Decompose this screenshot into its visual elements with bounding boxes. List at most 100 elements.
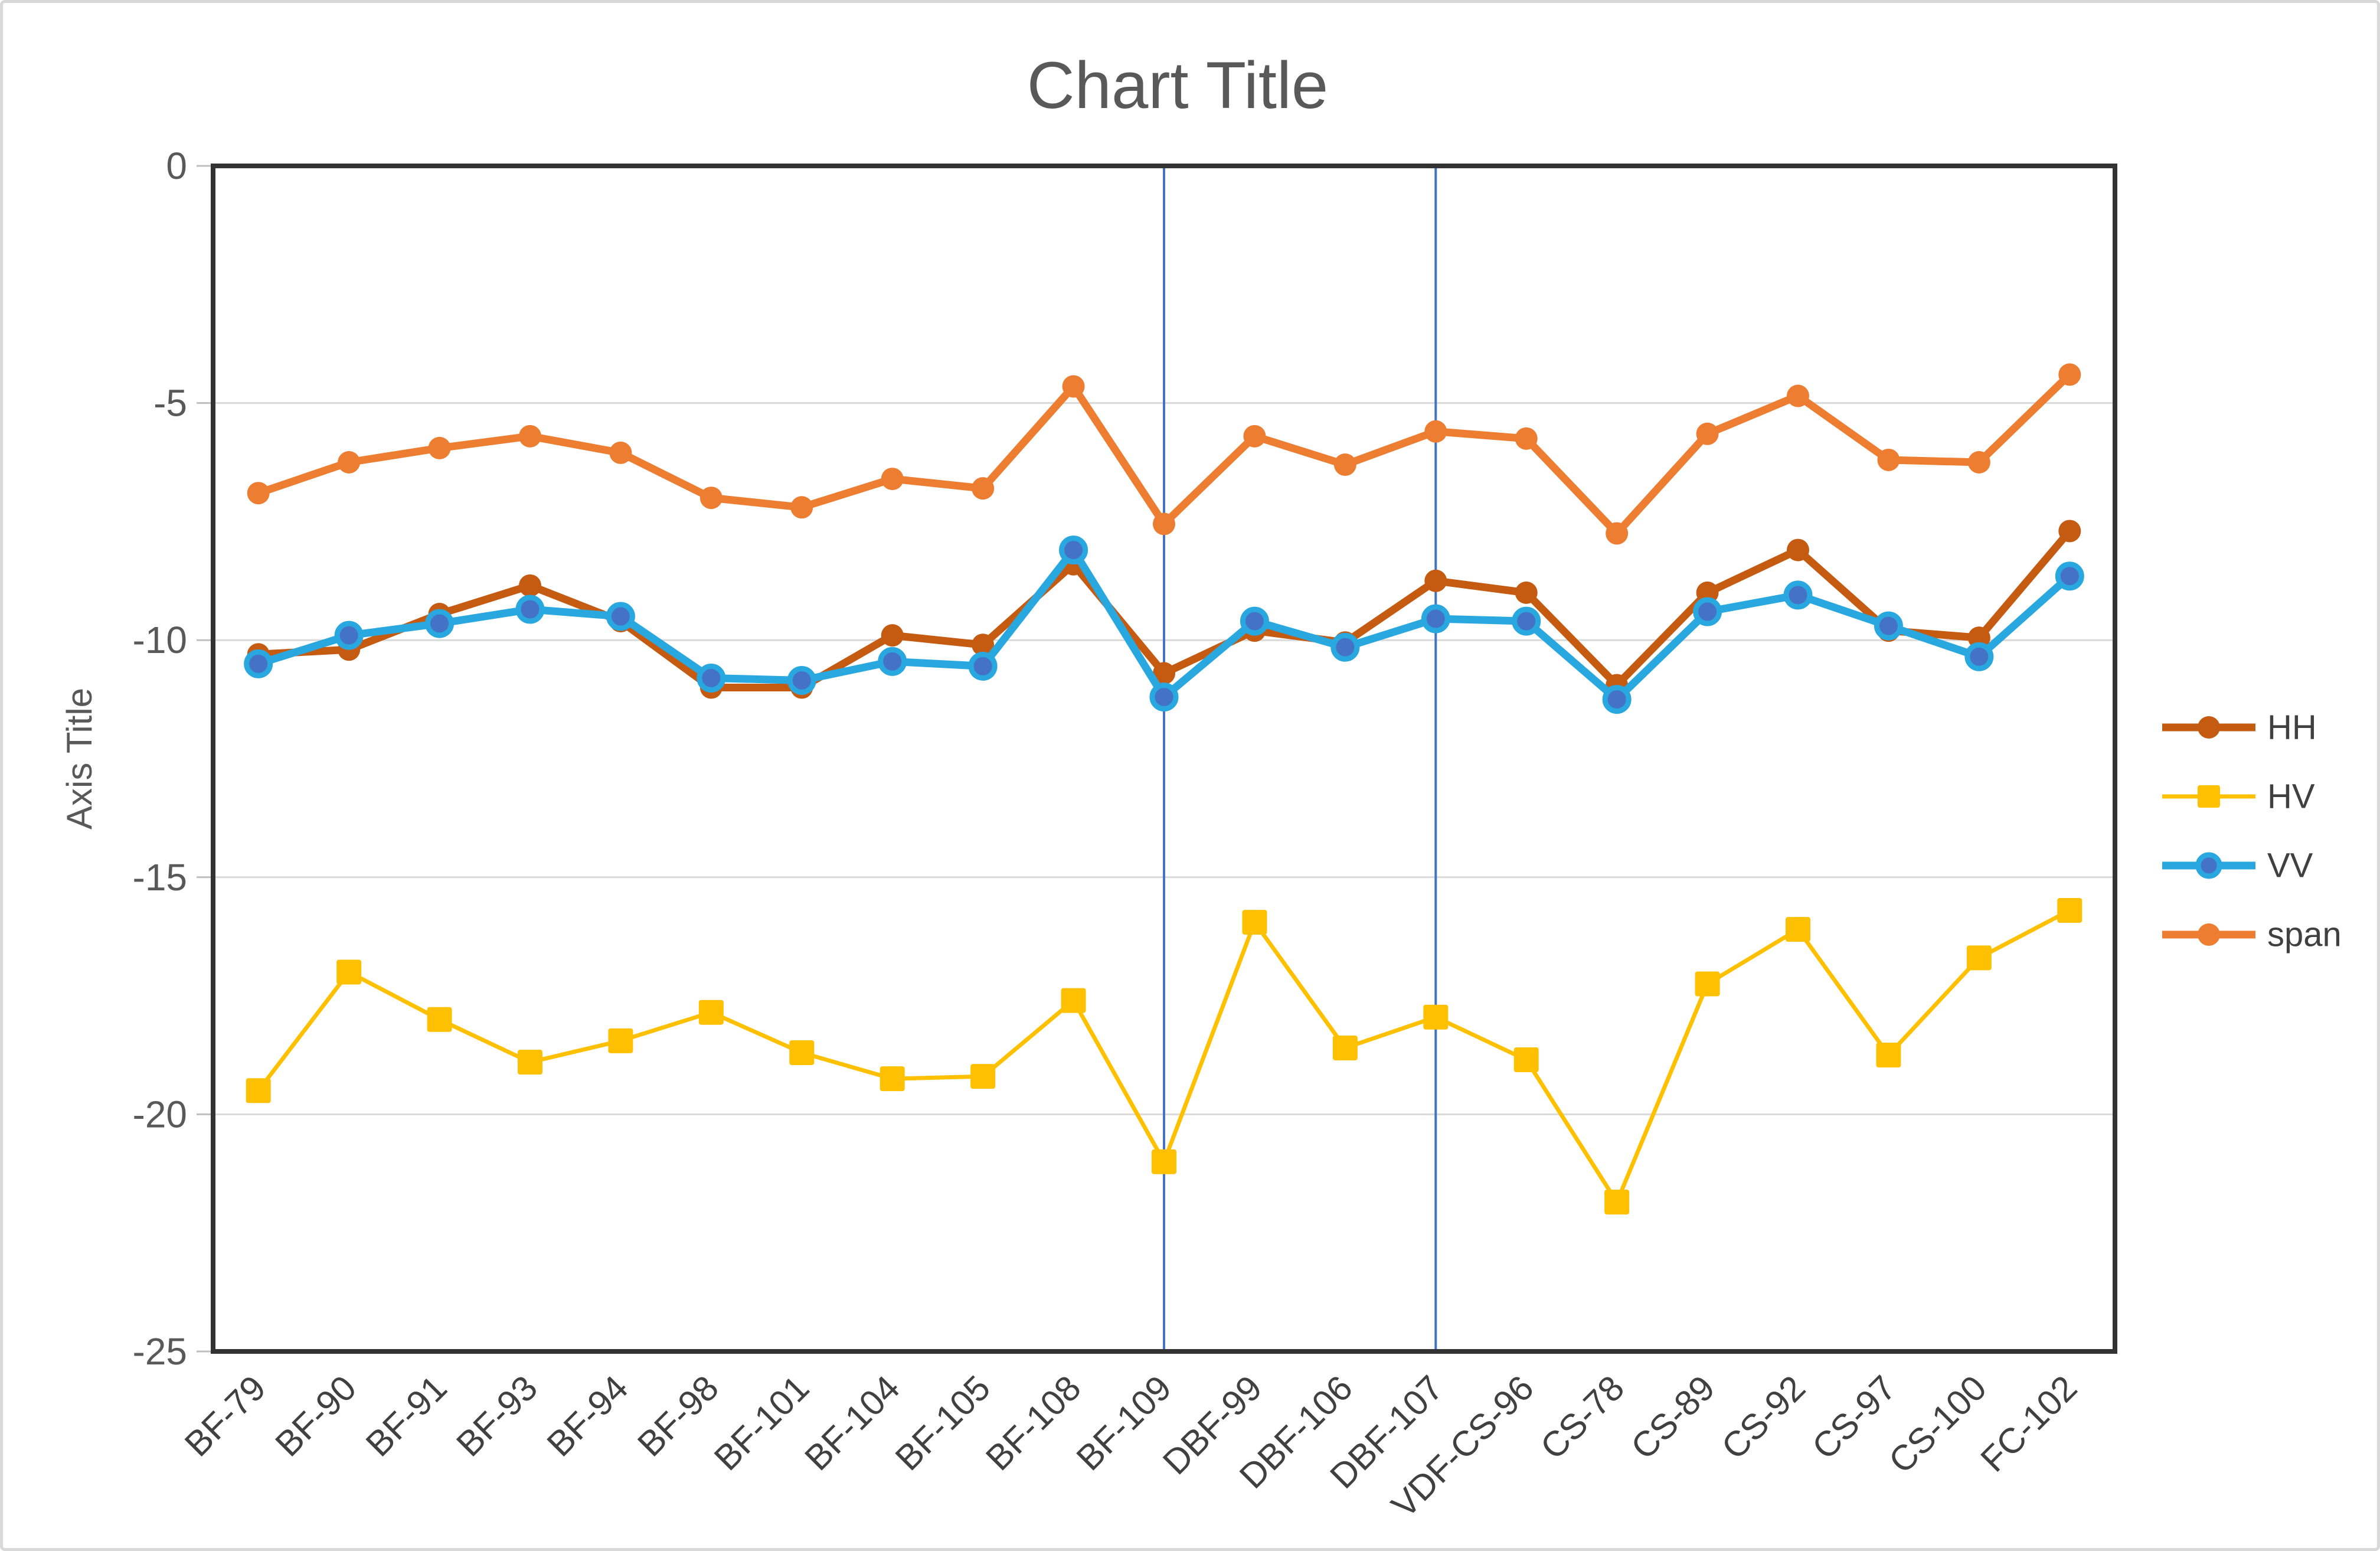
x-axis-label: BF-101 [707,1368,817,1478]
legend-label-HV: HV [2267,778,2315,816]
series-HV-marker [1332,1035,1358,1060]
series-HV-marker [246,1078,271,1103]
series-VV-marker [878,646,907,676]
series-VV-marker [1693,597,1722,626]
x-axis-label: CS-92 [1714,1368,1813,1467]
legend-label-HH: HH [2267,708,2317,747]
series-HH-marker [881,624,904,647]
series-span-marker [1696,422,1719,445]
series-HV-marker [1604,1189,1630,1214]
series-VV-marker [1783,580,1813,610]
series-span-marker [1606,522,1629,545]
series-VV-marker [1240,606,1269,636]
series-HV-marker [336,959,362,985]
series-HV-marker [1423,1004,1449,1030]
series-HV-marker [1695,971,1720,997]
legend-item-span: span [2162,916,2342,954]
series-span-marker [1787,384,1809,407]
series-HV-marker [1786,917,1810,942]
x-axis-label: BF-104 [797,1368,907,1478]
x-axis-label: BF-79 [177,1368,273,1464]
series-HH-marker [1515,581,1538,604]
series-span-marker [881,468,904,491]
series-VV-marker [606,602,635,631]
y-axis-label: -15 [133,856,188,899]
x-axis-label: CS-89 [1623,1368,1722,1467]
series-span-marker [1877,448,1900,471]
series-VV-marker [244,649,273,678]
series-HH-marker [519,574,541,597]
plot-area: 0 -5 -10 -15 -20 -25BF-79BF-90BF-91BF-93BF-94… [133,145,2117,1525]
series-span-marker [1243,425,1266,448]
legend-item-HH: HH [2162,708,2317,747]
series-VV-marker [2055,561,2084,591]
series-span-marker [2058,363,2081,386]
series-VV-marker [1602,685,1632,714]
series-HH-marker [1967,626,1990,649]
legend-item-VV: VV [2162,847,2313,885]
series-VV-marker [1421,604,1450,634]
chart-canvas: 0 -5 -10 -15 -20 -25BF-79BF-90BF-91BF-93BF-94… [60,48,2342,1525]
series-VV-marker [787,665,816,695]
legend-marker-HH [2198,716,2220,739]
series-HH-marker [1153,662,1175,685]
series-HV-marker [1152,1149,1176,1174]
x-axis-label: CS-78 [1533,1368,1632,1467]
series-VV-marker [1512,606,1541,636]
x-axis-label: CS-100 [1881,1368,1994,1481]
series-HH-marker [2058,520,2081,543]
series-span-marker [972,477,995,500]
series-span-marker [609,441,632,464]
series-VV-marker [334,621,364,650]
legend-item-HV: HV [2162,778,2315,816]
series-VV-marker [1059,535,1088,565]
x-axis-label: BF-105 [888,1368,998,1478]
series-HV-marker [1513,1047,1539,1073]
legend-label-span: span [2267,916,2342,954]
x-axis-label: BF-94 [540,1368,636,1464]
series-HH-marker [1696,581,1719,604]
chart-title: Chart Title [1027,48,1328,122]
series-span-marker [247,482,270,505]
y-axis-label: -10 [133,619,188,661]
series-HV-marker [1966,945,1992,971]
y-axis-label: 0 [166,145,187,187]
series-HV-marker [698,1000,724,1025]
x-axis-label: BF-108 [978,1368,1088,1478]
series-VV-marker [697,663,726,693]
y-axis-title: Axis Title [60,688,99,830]
series-span-marker [338,451,361,474]
series-HH-marker [1424,569,1447,592]
x-axis-label: BF-91 [358,1368,455,1464]
series-HV-marker [1061,988,1086,1013]
series-span-marker [1153,512,1175,535]
series-span-marker [790,496,813,519]
series-HH-marker [972,634,995,657]
series-VV-marker [1964,642,1994,671]
y-axis-label: -20 [133,1093,188,1135]
legend-marker-span [2198,923,2220,946]
series-span-marker [1515,427,1538,450]
series-span-marker [519,425,541,448]
series-VV-marker [425,609,455,638]
series-span-marker [1333,453,1356,476]
legend-label-VV: VV [2267,847,2313,885]
series-HV-marker [1242,910,1267,935]
series-span-marker [699,486,722,510]
legend-marker-VV [2195,852,2222,879]
y-axis-label: -25 [133,1330,188,1373]
legend-marker-HV [2198,785,2220,808]
series-HV-marker [1876,1043,1901,1067]
legend: HH HV VV span [2162,708,2342,954]
series-HV-marker [518,1050,542,1075]
series-VV-marker [515,595,545,624]
x-axis-label: BF-93 [449,1368,545,1464]
series-VV-marker [1874,611,1903,641]
series-HH-marker [1787,538,1809,561]
series-span-marker [1424,420,1447,443]
x-axis-label: BF-90 [267,1368,364,1464]
series-HV-marker [970,1064,996,1089]
plot-border [211,164,2117,1354]
x-axis-label: FC-102 [1973,1368,2085,1480]
